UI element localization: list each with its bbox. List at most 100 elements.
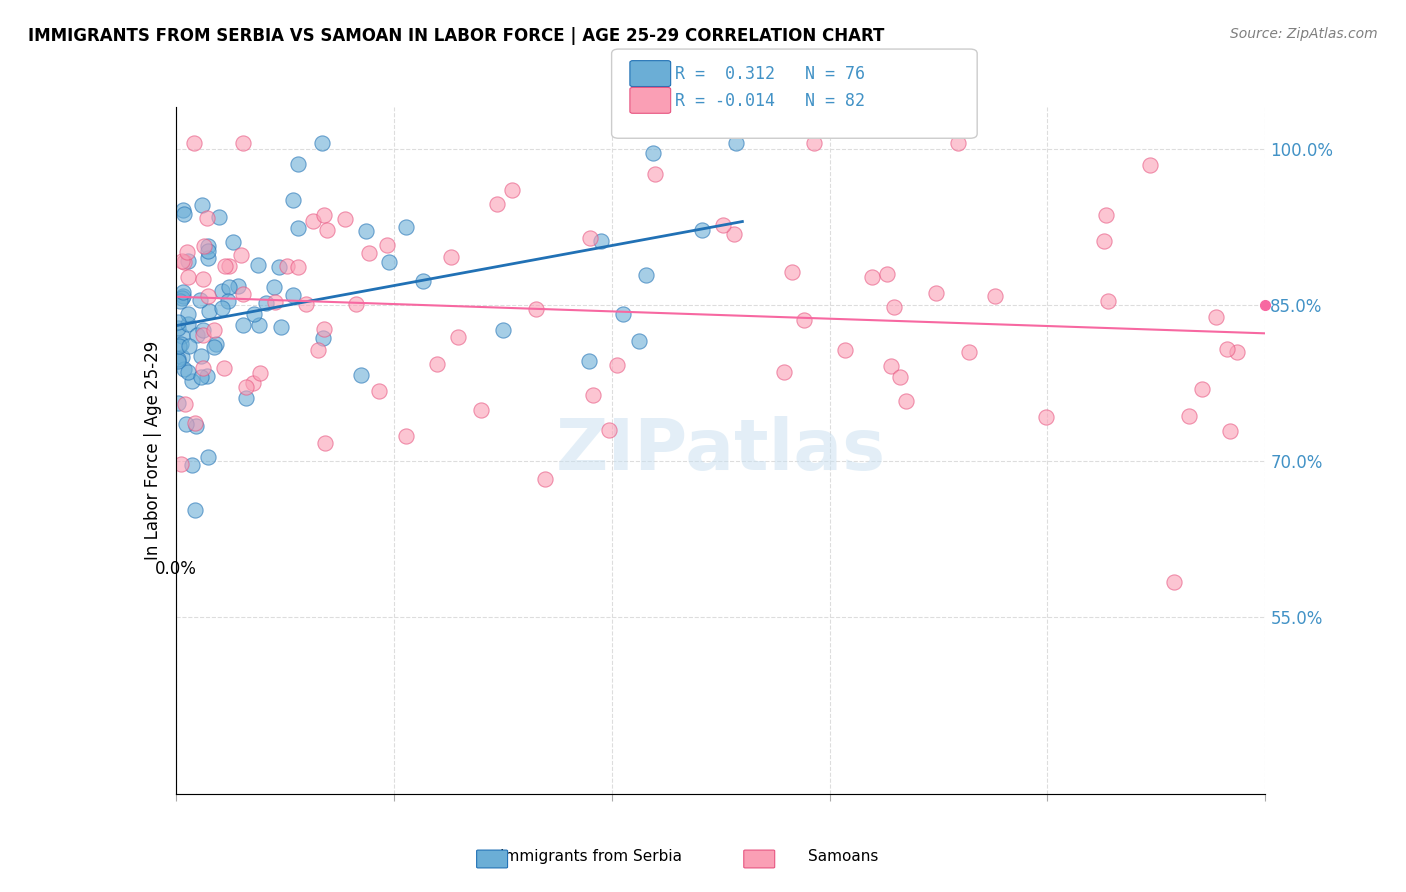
Samoans	[395, 429, 418, 443]
Samoans	[925, 286, 948, 301]
Immigrants from Serbia	[378, 255, 401, 269]
Immigrants from Serbia	[690, 223, 713, 237]
Samoans	[231, 247, 253, 261]
Samoans	[946, 136, 969, 151]
Immigrants from Serbia	[226, 278, 249, 293]
Text: R =  0.312   N = 76: R = 0.312 N = 76	[675, 65, 865, 83]
Samoans	[1215, 342, 1237, 356]
Samoans	[1092, 234, 1115, 248]
Samoans	[1191, 382, 1213, 396]
Samoans	[470, 402, 492, 417]
Immigrants from Serbia	[283, 288, 305, 302]
Samoans	[1097, 293, 1119, 308]
Immigrants from Serbia	[589, 234, 612, 248]
Immigrants from Serbia	[287, 221, 309, 235]
Samoans	[894, 393, 917, 408]
Immigrants from Serbia	[263, 279, 285, 293]
Samoans	[1178, 409, 1201, 423]
Immigrants from Serbia	[281, 193, 304, 207]
Samoans	[447, 330, 470, 344]
Samoans	[883, 300, 905, 314]
Samoans	[367, 384, 389, 398]
Immigrants from Serbia	[181, 375, 204, 389]
Immigrants from Serbia	[356, 224, 378, 238]
Samoans	[197, 289, 219, 303]
Samoans	[957, 344, 980, 359]
Samoans	[723, 227, 745, 241]
Samoans	[232, 136, 254, 151]
Immigrants from Serbia	[350, 368, 373, 382]
Samoans	[170, 457, 193, 471]
Immigrants from Serbia	[177, 254, 200, 268]
Samoans	[174, 397, 197, 411]
Immigrants from Serbia	[197, 244, 219, 258]
Immigrants from Serbia	[177, 317, 200, 331]
Immigrants from Serbia	[172, 202, 194, 217]
Samoans	[1139, 158, 1161, 172]
Immigrants from Serbia	[270, 319, 292, 334]
Samoans	[235, 380, 257, 394]
Immigrants from Serbia	[173, 207, 195, 221]
Immigrants from Serbia	[311, 136, 333, 151]
Samoans	[249, 366, 271, 380]
Samoans	[212, 360, 235, 375]
Samoans	[191, 328, 214, 343]
Samoans	[172, 254, 194, 268]
Immigrants from Serbia	[202, 340, 225, 354]
Immigrants from Serbia	[195, 369, 218, 384]
Immigrants from Serbia	[254, 295, 277, 310]
Immigrants from Serbia	[222, 235, 245, 250]
Immigrants from Serbia	[197, 251, 219, 265]
Immigrants from Serbia	[412, 274, 434, 288]
Samoans	[314, 208, 336, 222]
Samoans	[276, 259, 298, 273]
Samoans	[263, 295, 285, 310]
Immigrants from Serbia	[205, 337, 228, 351]
Immigrants from Serbia	[184, 503, 207, 517]
Samoans	[195, 211, 218, 226]
Immigrants from Serbia	[243, 307, 266, 321]
Samoans	[202, 323, 225, 337]
Samoans	[1035, 409, 1057, 424]
Samoans	[644, 167, 666, 181]
Samoans	[177, 269, 200, 284]
Samoans	[375, 238, 398, 252]
Immigrants from Serbia	[578, 354, 600, 368]
Immigrants from Serbia	[190, 370, 212, 384]
Samoans	[1226, 344, 1249, 359]
Immigrants from Serbia	[186, 328, 208, 343]
Samoans	[803, 136, 825, 151]
Samoans	[524, 301, 547, 316]
Immigrants from Serbia	[184, 419, 207, 434]
Immigrants from Serbia	[193, 323, 215, 337]
Samoans	[780, 265, 803, 279]
Immigrants from Serbia	[188, 293, 211, 307]
Samoans	[295, 297, 318, 311]
Immigrants from Serbia	[177, 307, 200, 321]
Immigrants from Serbia	[287, 157, 309, 171]
Immigrants from Serbia	[217, 294, 239, 309]
Samoans	[876, 267, 898, 281]
Immigrants from Serbia	[169, 293, 191, 308]
Text: Immigrants from Serbia: Immigrants from Serbia	[499, 849, 682, 863]
Immigrants from Serbia	[197, 239, 219, 253]
Samoans	[1219, 424, 1241, 438]
Immigrants from Serbia	[172, 285, 194, 300]
Immigrants from Serbia	[634, 268, 657, 282]
Samoans	[1095, 208, 1118, 222]
Immigrants from Serbia	[247, 259, 270, 273]
Immigrants from Serbia	[167, 315, 190, 329]
Samoans	[333, 212, 356, 227]
Samoans	[214, 259, 236, 273]
Immigrants from Serbia	[174, 417, 197, 432]
Samoans	[232, 287, 254, 301]
Samoans	[598, 423, 620, 437]
Samoans	[218, 259, 240, 273]
Text: R = -0.014   N = 82: R = -0.014 N = 82	[675, 92, 865, 110]
Immigrants from Serbia	[612, 307, 634, 321]
Samoans	[534, 471, 557, 485]
Samoans	[176, 244, 198, 259]
Samoans	[314, 322, 336, 336]
Immigrants from Serbia	[172, 288, 194, 302]
Samoans	[793, 313, 815, 327]
